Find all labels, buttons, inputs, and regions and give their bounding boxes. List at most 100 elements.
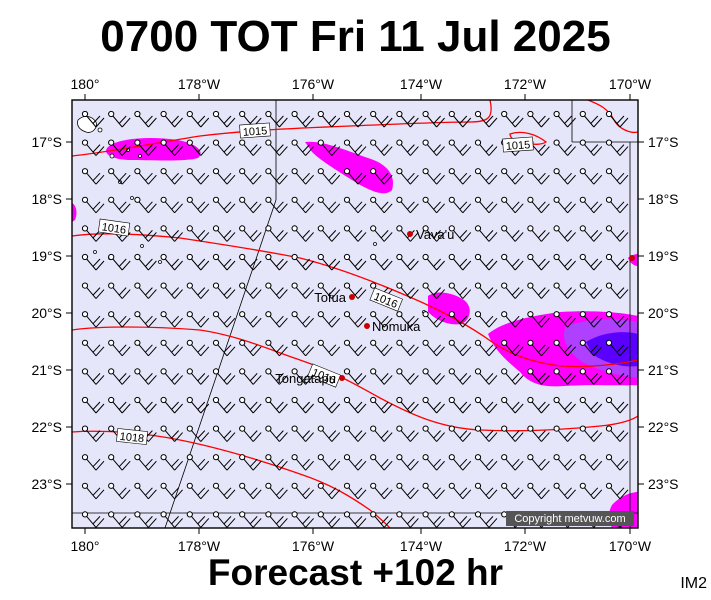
wind-barb [291,225,314,242]
wind-barb [81,282,105,299]
wind-barb [108,368,131,385]
wind-barb [422,196,445,214]
wind-barb [605,368,629,385]
wind-barb [474,196,498,214]
wind-barb [448,139,472,156]
lon-tick-label: 174°W [400,76,443,92]
wind-barb [474,225,498,242]
wind-barb [186,282,210,299]
wind-barb [81,396,105,414]
wind-barb [553,110,576,128]
place-label-vavau: Vava'u [416,227,454,242]
lon-tick-label: 172°W [504,538,547,554]
wind-barb [81,110,105,128]
wind-barb [579,282,603,299]
svg-text:1015: 1015 [242,125,267,139]
wind-barb [553,482,576,500]
wind-barb [605,454,629,471]
wind-barb [186,168,210,185]
wind-barb [527,253,550,271]
wind-barb [265,196,288,214]
wind-barb [134,253,157,271]
wind-barb [108,168,131,185]
wind-barb [186,110,210,128]
lon-tick-label: 176°W [292,538,335,554]
wind-barb [134,454,157,471]
wind-barb [448,110,472,128]
place-marker-nomuka [364,323,370,329]
lon-tick-label: 170°W [609,76,652,92]
wind-barb [422,282,445,299]
wind-barb [501,454,524,471]
wind-barb [501,396,524,414]
place-marker-vavau [407,231,413,237]
lat-tick-label: 22°S [31,419,62,435]
wind-barb [501,282,524,299]
lon-tick-label: 180° [71,538,100,554]
wind-barb [134,110,157,128]
wind-barb [343,282,367,299]
wind-barb [212,139,236,156]
wind-barb [553,196,576,214]
wind-barb [422,311,445,328]
wind-barb [265,311,288,328]
wind-barb [81,311,105,328]
lon-labels-top: 180° 178°W 176°W 174°W 172°W 170°W [71,76,652,92]
wind-barb [160,511,183,528]
wind-barb [160,110,183,128]
wind-barb [134,282,157,299]
island [93,250,97,254]
wind-barb [396,110,419,128]
wind-barb [239,196,262,214]
island [97,127,103,133]
wind-barb [370,253,393,271]
wind-barb [579,168,603,185]
wind-barb [501,339,524,357]
wind-barb [422,225,445,242]
wind-barb [212,511,236,528]
wind-barb [317,139,341,156]
wind-barb [239,511,262,528]
wind-barb [160,368,183,385]
wind-barb [605,311,629,328]
svg-text:1015: 1015 [505,139,530,153]
lon-tick-label: 174°W [400,538,443,554]
wind-barbs [81,110,629,528]
wind-barb [212,368,236,385]
wind-barb [474,368,498,385]
wind-barb [291,482,314,500]
wind-barb [343,482,367,500]
wind-barb [239,168,262,185]
wind-barb [501,225,524,242]
wind-barb [448,225,472,242]
wind-barb [422,139,445,156]
image-code: IM2 [680,575,707,592]
wind-barb [579,311,603,328]
isobar-label: 1016 [97,218,131,237]
wind-barb [160,139,183,156]
wind-barb [317,225,341,242]
wind-barb [370,339,393,357]
lon-tick-label: 172°W [504,76,547,92]
wind-barb [448,196,472,214]
place-label-nomuka: Nomuka [372,319,421,334]
wind-barb [396,482,419,500]
wind-barb [422,368,445,385]
rain-area [586,332,638,367]
wind-barb [396,282,419,299]
wind-barb [239,482,262,500]
wind-barb [265,110,288,128]
wind-barb [317,253,341,271]
wind-barb [186,454,210,471]
wind-barb [291,454,314,471]
lat-tick-label: 19°S [648,248,679,264]
wind-barb [370,225,393,242]
wind-barb [396,396,419,414]
wind-barb [448,311,472,328]
isobar-line [72,100,492,157]
wind-barb [579,339,603,357]
wind-barb [501,425,524,442]
place-label-tofua: Tofua [314,290,347,305]
wind-barb [605,139,629,156]
wind-barb [160,396,183,414]
